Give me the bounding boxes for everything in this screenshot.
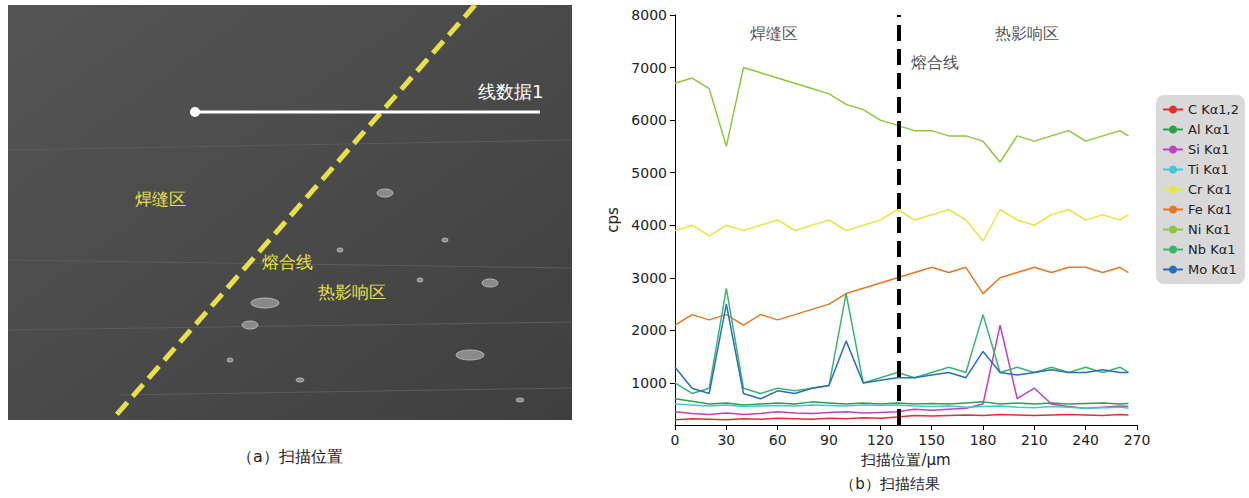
- svg-text:180: 180: [970, 432, 997, 448]
- svg-text:Fe Kα1: Fe Kα1: [1188, 202, 1232, 217]
- svg-text:270: 270: [1124, 432, 1151, 448]
- svg-text:cps: cps: [604, 207, 622, 233]
- svg-text:1000: 1000: [631, 375, 667, 391]
- svg-text:扫描位置/μm: 扫描位置/μm: [860, 451, 950, 469]
- svg-text:Ni Kα1: Ni Kα1: [1188, 222, 1231, 237]
- svg-text:120: 120: [867, 432, 894, 448]
- svg-text:Mo Kα1: Mo Kα1: [1188, 262, 1237, 277]
- svg-text:7000: 7000: [631, 60, 667, 76]
- svg-text:3000: 3000: [631, 270, 667, 286]
- svg-text:Cr Kα1: Cr Kα1: [1188, 182, 1232, 197]
- svg-text:（b）扫描结果: （b）扫描结果: [840, 475, 940, 493]
- svg-text:（a）扫描位置: （a）扫描位置: [237, 447, 343, 466]
- svg-text:210: 210: [1021, 432, 1048, 448]
- svg-text:60: 60: [769, 432, 787, 448]
- svg-text:240: 240: [1072, 432, 1099, 448]
- svg-text:30: 30: [717, 432, 735, 448]
- svg-text:6000: 6000: [631, 112, 667, 128]
- svg-text:Nb Kα1: Nb Kα1: [1188, 242, 1235, 257]
- svg-text:C Kα1,2: C Kα1,2: [1188, 102, 1239, 117]
- svg-text:150: 150: [918, 432, 945, 448]
- svg-text:焊缝区: 焊缝区: [135, 189, 186, 209]
- svg-text:熔合线: 熔合线: [262, 252, 313, 272]
- svg-text:2000: 2000: [631, 322, 667, 338]
- svg-text:熔合线: 熔合线: [911, 53, 959, 72]
- svg-text:Si Kα1: Si Kα1: [1188, 142, 1229, 157]
- svg-text:热影响区: 热影响区: [995, 24, 1059, 43]
- svg-text:热影响区: 热影响区: [318, 282, 386, 302]
- svg-text:线数据1: 线数据1: [478, 81, 543, 102]
- svg-text:焊缝区: 焊缝区: [750, 24, 798, 43]
- svg-text:5000: 5000: [631, 165, 667, 181]
- svg-text:Al Kα1: Al Kα1: [1188, 122, 1230, 137]
- svg-text:4000: 4000: [631, 217, 667, 233]
- svg-text:90: 90: [820, 432, 838, 448]
- svg-text:Ti Kα1: Ti Kα1: [1187, 162, 1229, 177]
- svg-text:8000: 8000: [631, 7, 667, 23]
- svg-text:0: 0: [671, 432, 680, 448]
